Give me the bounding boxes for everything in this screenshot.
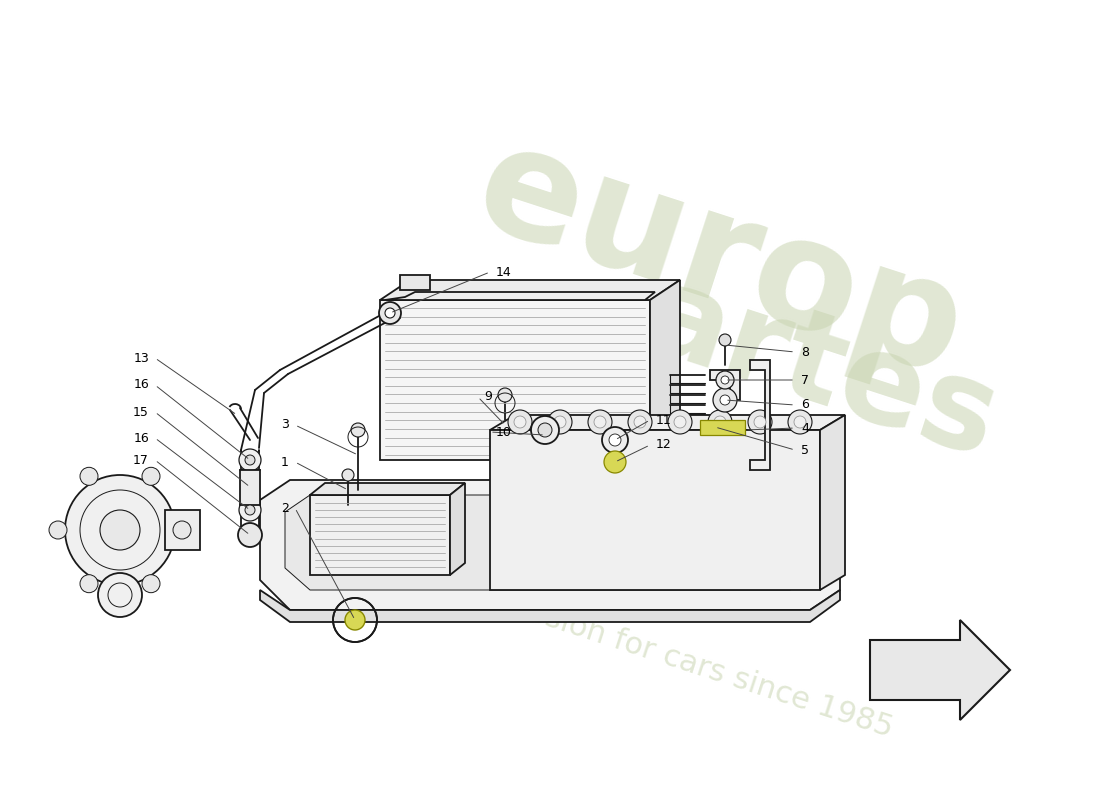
Text: 1: 1 xyxy=(282,455,289,469)
Polygon shape xyxy=(650,280,680,460)
Circle shape xyxy=(345,610,365,630)
Polygon shape xyxy=(870,620,1010,720)
Circle shape xyxy=(794,416,806,428)
Circle shape xyxy=(173,521,191,539)
Circle shape xyxy=(351,423,365,437)
Circle shape xyxy=(668,410,692,434)
Circle shape xyxy=(498,388,512,402)
Circle shape xyxy=(719,334,732,346)
Circle shape xyxy=(239,499,261,521)
Circle shape xyxy=(65,475,175,585)
Text: 4: 4 xyxy=(801,422,808,434)
Text: 5: 5 xyxy=(801,443,808,457)
Circle shape xyxy=(508,410,532,434)
Circle shape xyxy=(80,467,98,486)
Polygon shape xyxy=(490,430,820,590)
Circle shape xyxy=(100,510,140,550)
Text: 13: 13 xyxy=(133,351,148,365)
Polygon shape xyxy=(379,280,680,300)
Text: europ: europ xyxy=(459,111,982,409)
Polygon shape xyxy=(165,510,200,550)
Circle shape xyxy=(245,505,255,515)
Circle shape xyxy=(716,371,734,389)
Circle shape xyxy=(720,395,730,405)
Circle shape xyxy=(748,410,772,434)
Circle shape xyxy=(674,416,686,428)
Circle shape xyxy=(754,416,766,428)
Text: 11: 11 xyxy=(656,414,672,426)
Text: 17: 17 xyxy=(133,454,148,466)
Circle shape xyxy=(628,410,652,434)
Circle shape xyxy=(514,416,526,428)
Text: 6: 6 xyxy=(801,398,808,411)
Polygon shape xyxy=(260,480,840,610)
Circle shape xyxy=(588,410,612,434)
Circle shape xyxy=(609,434,622,446)
Circle shape xyxy=(142,574,160,593)
Text: 12: 12 xyxy=(656,438,672,451)
Bar xyxy=(240,470,260,505)
Circle shape xyxy=(238,523,262,547)
Circle shape xyxy=(538,423,552,437)
Text: artes: artes xyxy=(628,256,1012,484)
Circle shape xyxy=(554,416,566,428)
Text: a passion for cars since 1985: a passion for cars since 1985 xyxy=(463,578,896,742)
Circle shape xyxy=(602,427,628,453)
Circle shape xyxy=(379,302,401,324)
Text: 7: 7 xyxy=(801,374,808,386)
Text: 15: 15 xyxy=(133,406,148,418)
Circle shape xyxy=(720,376,729,384)
Circle shape xyxy=(788,410,812,434)
Polygon shape xyxy=(285,495,815,590)
Circle shape xyxy=(713,388,737,412)
Circle shape xyxy=(80,574,98,593)
Polygon shape xyxy=(450,483,465,575)
Text: 16: 16 xyxy=(133,378,148,391)
Circle shape xyxy=(239,449,261,471)
Polygon shape xyxy=(260,590,840,622)
Bar xyxy=(700,420,745,435)
Polygon shape xyxy=(710,370,740,400)
Polygon shape xyxy=(490,415,845,430)
Polygon shape xyxy=(310,483,465,495)
Circle shape xyxy=(245,455,255,465)
Polygon shape xyxy=(379,300,650,460)
Text: 16: 16 xyxy=(133,431,148,445)
Circle shape xyxy=(98,573,142,617)
Circle shape xyxy=(142,467,160,486)
Circle shape xyxy=(342,469,354,481)
Circle shape xyxy=(714,416,726,428)
Circle shape xyxy=(548,410,572,434)
Circle shape xyxy=(708,410,732,434)
Polygon shape xyxy=(400,275,430,290)
Text: 14: 14 xyxy=(496,266,512,278)
Text: 2: 2 xyxy=(282,502,289,514)
Text: 8: 8 xyxy=(801,346,808,358)
Circle shape xyxy=(634,416,646,428)
Polygon shape xyxy=(385,292,654,300)
Text: 10: 10 xyxy=(496,426,512,438)
Text: 3: 3 xyxy=(282,418,289,431)
Circle shape xyxy=(531,416,559,444)
Text: 9: 9 xyxy=(484,390,492,403)
Polygon shape xyxy=(820,415,845,590)
Circle shape xyxy=(385,308,395,318)
Polygon shape xyxy=(310,495,450,575)
Polygon shape xyxy=(750,360,770,470)
Circle shape xyxy=(50,521,67,539)
Circle shape xyxy=(594,416,606,428)
Circle shape xyxy=(604,451,626,473)
